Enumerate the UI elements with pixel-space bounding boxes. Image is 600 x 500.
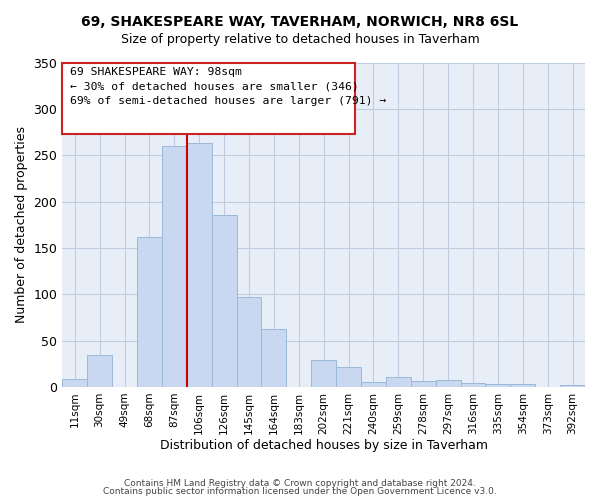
Bar bbox=[262, 328, 286, 387]
Text: 69, SHAKESPEARE WAY, TAVERHAM, NORWICH, NR8 6SL: 69, SHAKESPEARE WAY, TAVERHAM, NORWICH, … bbox=[82, 15, 518, 29]
Bar bbox=[485, 384, 511, 387]
Bar bbox=[461, 384, 485, 387]
Bar bbox=[87, 354, 112, 387]
Text: Size of property relative to detached houses in Taverham: Size of property relative to detached ho… bbox=[121, 32, 479, 46]
Bar bbox=[411, 382, 436, 387]
Text: 69 SHAKESPEARE WAY: 98sqm
← 30% of detached houses are smaller (346)
69% of semi: 69 SHAKESPEARE WAY: 98sqm ← 30% of detac… bbox=[70, 68, 386, 106]
Bar bbox=[162, 146, 187, 387]
Text: Contains public sector information licensed under the Open Government Licence v3: Contains public sector information licen… bbox=[103, 488, 497, 496]
Bar bbox=[311, 360, 336, 387]
Bar bbox=[336, 368, 361, 387]
Bar bbox=[436, 380, 461, 387]
Bar bbox=[511, 384, 535, 387]
Bar bbox=[62, 378, 87, 387]
Bar bbox=[560, 385, 585, 387]
FancyBboxPatch shape bbox=[62, 62, 355, 134]
Bar bbox=[212, 216, 236, 387]
X-axis label: Distribution of detached houses by size in Taverham: Distribution of detached houses by size … bbox=[160, 440, 488, 452]
Text: Contains HM Land Registry data © Crown copyright and database right 2024.: Contains HM Land Registry data © Crown c… bbox=[124, 478, 476, 488]
Bar bbox=[361, 382, 386, 387]
Bar bbox=[137, 237, 162, 387]
Y-axis label: Number of detached properties: Number of detached properties bbox=[15, 126, 28, 323]
Bar bbox=[386, 377, 411, 387]
Bar bbox=[187, 143, 212, 387]
Bar bbox=[236, 297, 262, 387]
